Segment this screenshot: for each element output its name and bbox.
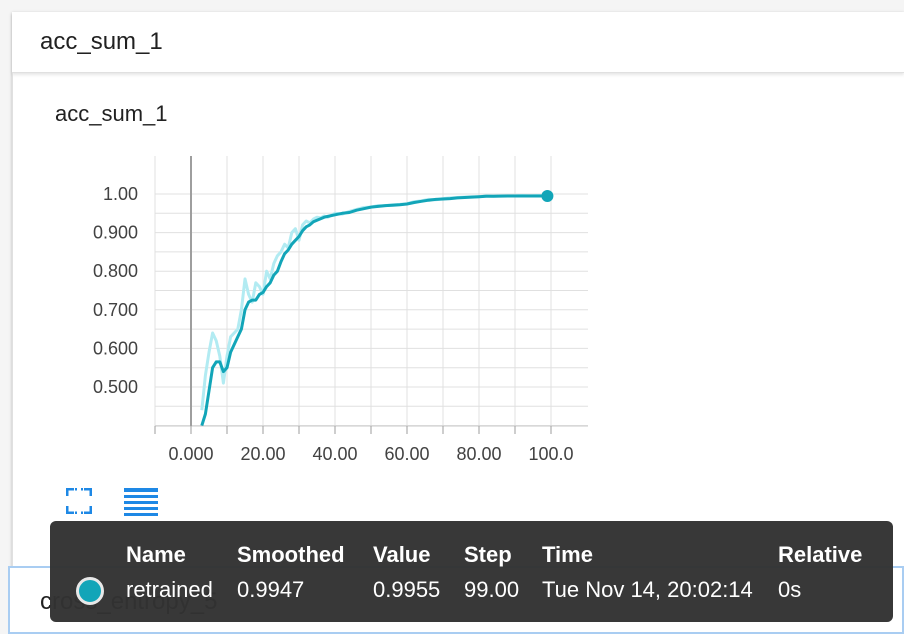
card-header-title: acc_sum_1 [40,28,163,55]
smoothed-series-layer [200,190,554,427]
card-header[interactable]: acc_sum_1 [12,12,904,73]
fullscreen-icon[interactable] [65,487,93,515]
y-tick-label: 1.00 [103,184,138,204]
tooltip-smoothed-value: 0.9947 [237,577,305,602]
y-tick-labels: 1.00 0.900 0.800 0.700 0.600 0.500 [93,184,138,397]
tooltip-header-smoothed: Smoothed [237,542,345,567]
tooltip-relative: 0s [778,577,802,602]
tooltip-run-name: retrained [126,577,213,602]
raw-series-layer [200,194,548,411]
chart-title: acc_sum_1 [55,101,168,126]
card-left-divider [12,72,13,572]
chart-tooltip: Name Smoothed Value Step Time Relative r… [50,521,893,622]
smoothed-series-line [200,194,548,427]
y-tick-label: 0.600 [93,338,138,358]
tooltip-step: 99.00 [464,577,520,602]
series-swatch [76,577,104,605]
list-data-icon[interactable] [122,486,160,516]
hover-point-marker [541,190,554,203]
tooltip-header-step: Step [464,542,512,567]
y-tick-label: 0.900 [93,223,138,243]
tooltip-header-relative: Relative [778,542,863,567]
scalar-card: acc_sum_1 [12,12,904,572]
x-tick-label: 60.00 [384,444,429,464]
chart-axes [154,156,588,434]
tooltip-header-name: Name [126,542,186,567]
x-tick-label: 80.00 [456,444,501,464]
tooltip-header-time: Time [542,542,593,567]
x-tick-label: 0.000 [168,444,213,464]
tooltip-time: Tue Nov 14, 20:02:14 [542,577,753,602]
y-tick-label: 0.500 [93,377,138,397]
x-tick-label: 40.00 [312,444,357,464]
x-tick-label: 100.0 [528,444,573,464]
tooltip-header-value: Value [373,542,431,567]
x-tick-label: 20.00 [240,444,285,464]
raw-series-line [200,194,548,411]
x-tick-labels: 0.000 20.00 40.00 60.00 80.00 100.0 [168,444,573,464]
y-tick-label: 0.800 [93,261,138,281]
tooltip-raw-value: 0.9955 [373,577,441,602]
y-tick-label: 0.700 [93,300,138,320]
